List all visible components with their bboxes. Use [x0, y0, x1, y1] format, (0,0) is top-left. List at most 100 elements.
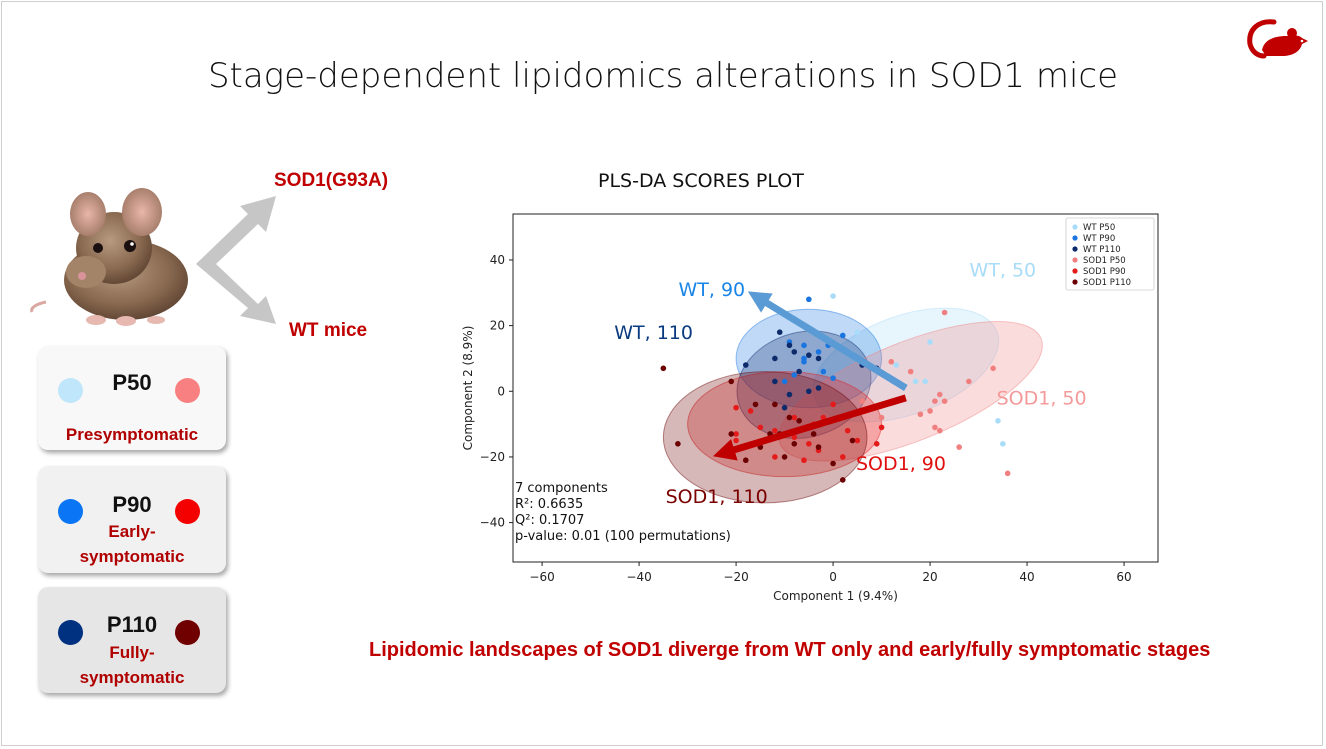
scatter-point [786, 414, 793, 421]
scatter-point [806, 296, 812, 303]
scatter-point [815, 385, 822, 391]
x-tick-label: 40 [1019, 570, 1034, 584]
scatter-point [810, 431, 817, 437]
mouse-illustration [30, 188, 188, 326]
sod1-p50-dot [175, 378, 200, 403]
scatter-point [772, 401, 778, 408]
scatter-point [806, 441, 812, 447]
y-tick-label: −20 [480, 450, 505, 464]
scatter-point [932, 398, 938, 404]
group-label: SOD1, 90 [856, 453, 946, 475]
y-tick-label: 0 [497, 384, 505, 398]
stage-description: Early- symptomatic [79, 522, 185, 566]
scatter-point [786, 342, 793, 349]
scatter-point [660, 365, 667, 372]
scatter-point [757, 424, 764, 431]
scatter-point [927, 339, 933, 345]
legend-box [1065, 217, 1155, 291]
trend-arrow-1 [712, 394, 907, 461]
scatter-point [859, 398, 865, 404]
scatter-point [752, 401, 759, 408]
scatter-point [675, 441, 681, 447]
scatter-point [830, 460, 836, 467]
x-tick-label: 60 [1116, 570, 1131, 584]
legend-entry: WT P90 [1083, 234, 1115, 244]
legend-entry: SOD1 P110 [1083, 278, 1131, 288]
scatter-point [873, 441, 880, 447]
stage-description: Fully- symptomatic [79, 643, 185, 687]
scatter-point [728, 378, 735, 385]
scatter-point [791, 349, 798, 355]
stage-box-p90: P90 Early- symptomatic [38, 466, 226, 573]
pls-da-scores-plot: WT, 50 WT, 90 WT, 110 SOD1, 50 SOD1, 90 SOD1,… [461, 213, 1159, 603]
scatter-point [781, 454, 788, 460]
genotype-wt-label: WT mice [289, 320, 368, 341]
scatter-point [966, 378, 972, 385]
scatter-point [927, 408, 933, 414]
stage-name: P90 [112, 492, 152, 517]
scatter-point [796, 418, 802, 424]
scatter-point [878, 414, 885, 421]
scatter-point [936, 427, 943, 434]
stats-line: 7 components [515, 481, 608, 496]
stage-box-p110: P110 Fully- symptomatic [38, 587, 226, 693]
scatter-point [742, 457, 749, 464]
stats-line: Q²: 0.1707 [515, 513, 584, 528]
slide-title: Stage-dependent lipidomics alterations i… [207, 56, 1119, 96]
scatter-point [854, 329, 861, 335]
legend-marker [1072, 235, 1078, 241]
scatter-point [781, 404, 788, 411]
scatter-point [839, 477, 846, 483]
scatter-point [791, 372, 798, 378]
scatter-point [772, 427, 778, 434]
stage-name: P50 [112, 370, 152, 395]
scatter-point [878, 424, 885, 431]
confidence-ellipse-1 [735, 308, 883, 409]
scatter-point [907, 368, 914, 375]
scatter-point [830, 401, 836, 408]
group-label: WT, 90 [679, 279, 746, 301]
scatter-point [815, 355, 822, 362]
genotype-branch-arrows-icon [196, 196, 276, 324]
scatter-point [1000, 441, 1006, 447]
scatter-point [733, 404, 739, 411]
scatter-point [936, 391, 943, 398]
legend-marker [1072, 257, 1078, 263]
legend-marker [1072, 268, 1078, 274]
legend-entry: WT P50 [1083, 223, 1115, 233]
x-tick-label: 0 [829, 570, 837, 584]
group-label: SOD1, 110 [666, 486, 768, 508]
scatter-point [801, 358, 807, 365]
group-label: SOD1, 50 [997, 387, 1087, 409]
scatter-point [830, 375, 836, 381]
scatter-point [888, 358, 895, 365]
y-tick-label: −40 [480, 516, 505, 530]
scatter-point [917, 411, 924, 418]
scatter-point [956, 444, 962, 450]
scatter-point [990, 365, 996, 372]
stats-line: p-value: 0.01 (100 permutations) [515, 529, 731, 544]
legend-marker [1072, 279, 1078, 285]
mouse-logo-icon [1247, 19, 1308, 59]
scatter-point [742, 362, 749, 368]
scatter-point [830, 293, 836, 299]
chart-title: PLS-DA SCORES PLOT [598, 170, 804, 192]
wt-p50-dot [58, 378, 83, 403]
scatter-point [733, 437, 739, 444]
scatter-point [781, 378, 788, 385]
scatter-point [844, 427, 851, 434]
stage-description: Presymptomatic [65, 425, 199, 444]
scatter-point [733, 431, 739, 437]
scatter-point [772, 454, 778, 460]
genotype-sod1-label: SOD1(G93A) [274, 170, 389, 191]
scatter-point [772, 378, 778, 385]
scatter-point [772, 355, 778, 362]
x-tick-label: 20 [922, 570, 937, 584]
scatter-point [791, 414, 798, 421]
scatter-point [995, 418, 1001, 424]
conclusion-text: Lipidomic landscapes of SOD1 diverge fro… [369, 639, 1211, 661]
y-axis-label: Component 2 (8.9%) [461, 326, 475, 451]
confidence-ellipse-3 [778, 321, 1043, 462]
group-label: WT, 50 [969, 259, 1036, 281]
scatter-point [839, 454, 846, 460]
